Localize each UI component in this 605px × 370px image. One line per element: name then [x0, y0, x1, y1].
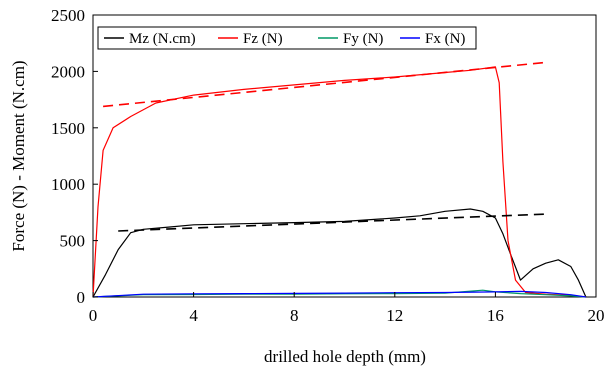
x-tick-label: 4	[189, 306, 198, 325]
x-axis-ticks: 0 4 8 12 16 20	[89, 292, 605, 325]
series-line-fy-n	[92, 289, 586, 298]
y-tick-label: 1500	[51, 119, 85, 138]
x-tick-label: 8	[290, 306, 299, 325]
y-tick-label: 2000	[51, 62, 85, 81]
y-tick-label: 500	[60, 232, 86, 251]
x-tick-label: 20	[588, 306, 605, 325]
series-line-mz-n-cm	[92, 208, 587, 298]
trend-line-4	[103, 61, 546, 108]
y-tick-label: 0	[77, 288, 86, 307]
plot-frame	[92, 14, 597, 298]
legend-label: Mz (N.cm)	[129, 31, 196, 47]
trend-line-5	[118, 213, 546, 232]
legend: Mz (N.cm) Fz (N) Fy (N) Fx (N)	[97, 26, 477, 50]
legend-box	[97, 26, 477, 50]
x-tick-label: 12	[386, 306, 403, 325]
legend-label: Fz (N)	[243, 31, 283, 47]
x-tick-label: 0	[89, 306, 98, 325]
legend-label: Fy (N)	[343, 31, 383, 47]
legend-label: Fx (N)	[425, 31, 465, 47]
plot-area	[92, 14, 597, 298]
x-tick-label: 16	[487, 306, 504, 325]
y-tick-label: 1000	[51, 175, 85, 194]
x-axis-title: drilled hole depth (mm)	[264, 347, 426, 366]
series-line-fz-n	[92, 66, 586, 298]
y-tick-label: 2500	[51, 6, 85, 25]
y-axis-ticks: 0 500 1000 1500 2000 2500	[51, 6, 98, 307]
y-axis-title: Force (N) - Moment (N.cm)	[9, 60, 28, 251]
